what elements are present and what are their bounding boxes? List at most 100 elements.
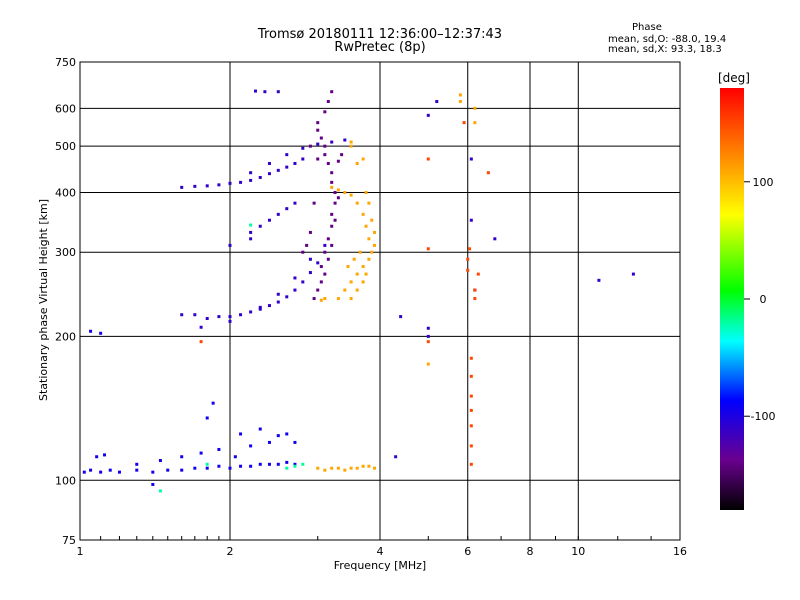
echo-point	[346, 265, 350, 269]
echo-point	[301, 462, 305, 466]
y-tick-label: 75	[62, 534, 76, 547]
echo-point	[473, 106, 477, 110]
echo-point	[469, 424, 473, 428]
echo-point	[373, 243, 377, 247]
echo-point	[323, 153, 327, 157]
echo-point	[228, 315, 232, 319]
echo-point	[631, 272, 635, 276]
echo-point	[301, 250, 305, 254]
x-tick-label: 16	[673, 545, 687, 558]
echo-point	[233, 455, 237, 459]
echo-point	[267, 462, 271, 466]
echo-point	[239, 180, 243, 184]
echo-point	[326, 237, 330, 241]
echo-point	[276, 300, 280, 304]
echo-point	[267, 440, 271, 444]
echo-point	[333, 201, 337, 205]
echo-point	[458, 93, 462, 97]
echo-point	[367, 257, 371, 261]
echo-point	[249, 310, 253, 314]
echo-point	[205, 462, 209, 466]
echo-point	[349, 297, 353, 301]
echo-point	[343, 138, 347, 142]
x-tick-label: 2	[227, 545, 234, 558]
echo-point	[117, 470, 121, 474]
echo-point	[151, 470, 155, 474]
echo-point	[308, 257, 312, 261]
echo-point	[228, 466, 232, 470]
echo-point	[217, 183, 221, 187]
echo-point	[316, 261, 320, 265]
chart-title: Tromsø 20180111 12:36:00–12:37:43	[257, 27, 503, 42]
echo-point	[316, 288, 320, 292]
echo-point	[308, 230, 312, 234]
echo-point	[319, 136, 323, 140]
echo-point	[370, 218, 374, 222]
echo-point	[267, 218, 271, 222]
echo-point	[330, 140, 334, 144]
echo-point	[399, 315, 403, 319]
echo-point	[301, 146, 305, 150]
echo-point	[364, 190, 368, 194]
echo-point	[258, 427, 262, 431]
echo-point	[469, 157, 473, 161]
echo-point	[180, 468, 184, 472]
echo-point	[205, 466, 209, 470]
echo-point	[426, 334, 430, 338]
echo-point	[361, 280, 365, 284]
echo-point	[323, 250, 327, 254]
echo-point	[597, 278, 601, 282]
echo-point	[199, 325, 203, 329]
echo-point	[330, 466, 334, 470]
x-tick-label: 10	[571, 545, 585, 558]
echo-point	[326, 100, 330, 104]
y-tick-label: 100	[55, 474, 76, 487]
x-tick-label: 6	[464, 545, 471, 558]
echo-point	[361, 265, 365, 269]
echo-point	[249, 230, 253, 234]
echo-point	[193, 466, 197, 470]
echo-point	[180, 455, 184, 459]
echo-point	[355, 288, 359, 292]
echo-point	[305, 243, 309, 247]
echo-point	[158, 489, 162, 493]
echo-point	[358, 250, 362, 254]
echo-point	[205, 316, 209, 320]
echo-point	[285, 295, 289, 299]
echo-point	[469, 394, 473, 398]
echo-point	[258, 462, 262, 466]
echo-point	[468, 247, 472, 251]
echo-point	[312, 201, 316, 205]
echo-point	[355, 201, 359, 205]
echo-point	[426, 157, 430, 161]
phase-stats-title: Phase	[632, 22, 662, 33]
echo-point	[343, 190, 347, 194]
echo-point	[285, 460, 289, 464]
echo-point	[249, 178, 253, 182]
echo-point	[267, 161, 271, 165]
echo-point	[394, 455, 398, 459]
echo-point	[476, 272, 480, 276]
echo-point	[293, 201, 297, 205]
echo-point	[249, 237, 253, 241]
echo-point	[316, 128, 320, 132]
echo-point	[373, 230, 377, 234]
x-tick-label: 1	[77, 545, 84, 558]
echo-point	[285, 165, 289, 169]
echo-point	[426, 247, 430, 251]
echo-point	[323, 468, 327, 472]
echo-point	[108, 468, 112, 472]
echo-point	[473, 288, 477, 292]
echo-point	[323, 110, 327, 114]
echo-point	[316, 157, 320, 161]
echo-point	[323, 272, 327, 276]
echo-point	[361, 157, 365, 161]
echo-point	[370, 250, 374, 254]
y-tick-label: 400	[55, 186, 76, 199]
echo-point	[151, 482, 155, 486]
echo-point	[308, 144, 312, 148]
echo-point	[217, 315, 221, 319]
echo-point	[249, 444, 253, 448]
echo-point	[180, 185, 184, 189]
